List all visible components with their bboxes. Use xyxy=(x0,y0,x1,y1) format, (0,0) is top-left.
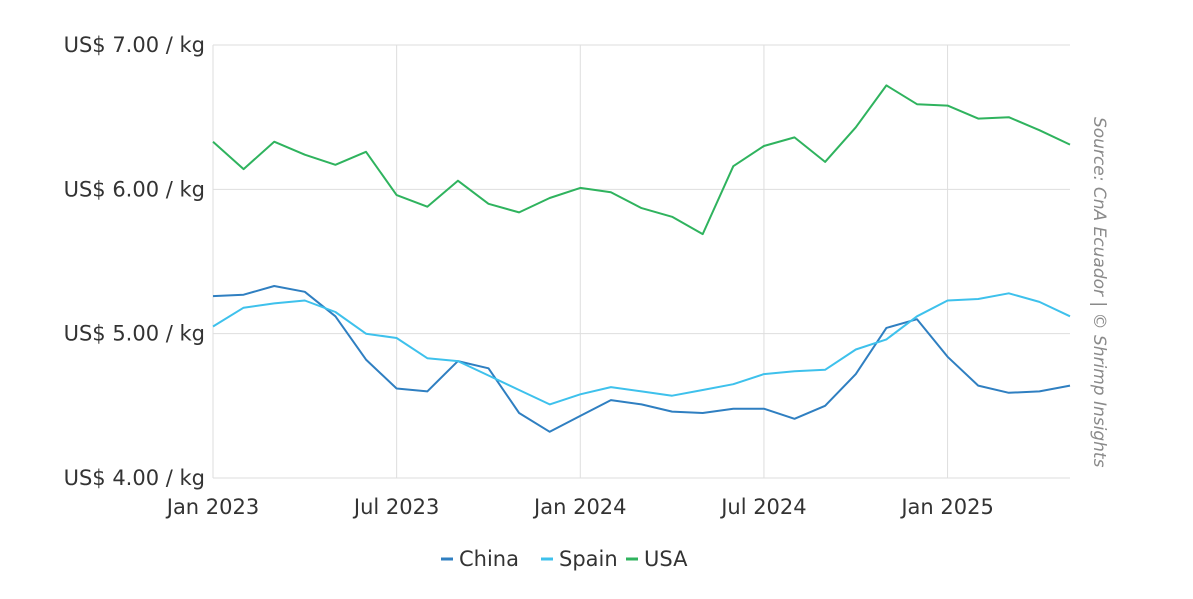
series-line-usa xyxy=(212,84,1071,236)
legend-label: China xyxy=(459,547,519,571)
x-tick-label: Jul 2023 xyxy=(352,495,439,519)
y-tick-label: US$ 7.00 / kg xyxy=(64,33,205,57)
y-tick-label: US$ 6.00 / kg xyxy=(64,177,205,201)
grid-layer xyxy=(212,44,1070,479)
x-tick-label: Jul 2024 xyxy=(719,495,806,519)
series-line-spain xyxy=(212,292,1071,406)
y-tick-label: US$ 5.00 / kg xyxy=(64,322,205,346)
y-tick-label: US$ 4.00 / kg xyxy=(64,466,205,490)
series-lines xyxy=(212,84,1071,433)
y-axis-ticks: US$ 4.00 / kg US$ 5.00 / kg US$ 6.00 / kg U… xyxy=(64,33,205,490)
legend-item-usa[interactable]: USA xyxy=(626,547,688,571)
legend-label: USA xyxy=(644,547,688,571)
x-tick-label: Jan 2025 xyxy=(899,495,994,519)
legend-item-china[interactable]: China xyxy=(441,547,519,571)
x-axis-ticks: Jan 2023 Jul 2023 Jan 2024 Jul 2024 Jan 2025 xyxy=(165,495,994,519)
x-tick-label: Jan 2024 xyxy=(532,495,627,519)
legend: China Spain USA xyxy=(441,547,688,571)
source-note: Source: CnA Ecuador | © Shrimp Insights xyxy=(1089,117,1109,468)
legend-label: Spain xyxy=(559,547,618,571)
legend-item-spain[interactable]: Spain xyxy=(541,547,618,571)
series-line-china xyxy=(212,285,1071,433)
x-tick-label: Jan 2023 xyxy=(165,495,260,519)
